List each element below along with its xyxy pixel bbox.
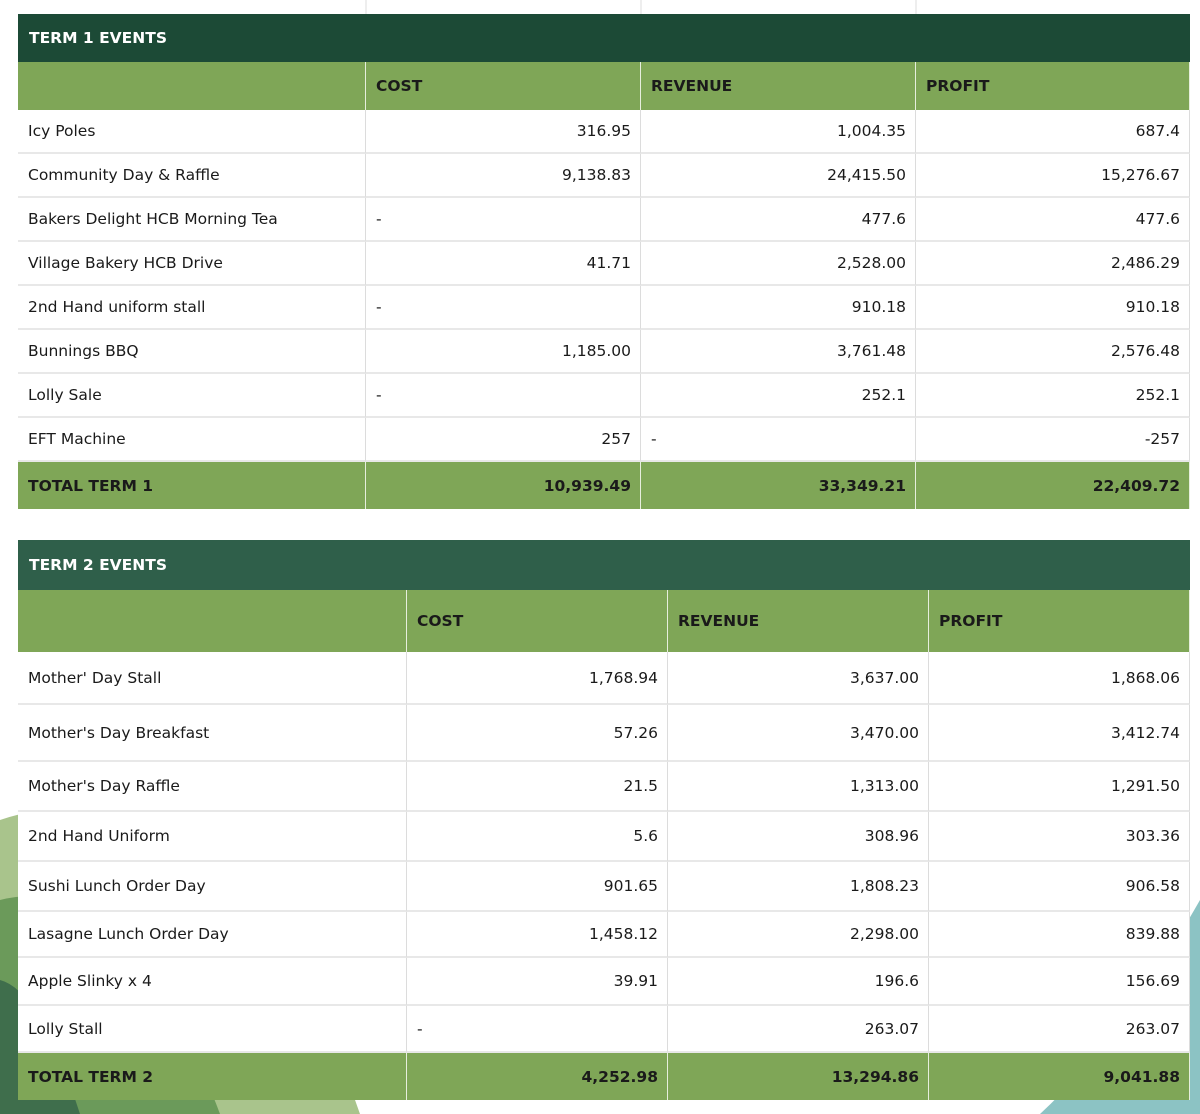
row-label: 2nd Hand uniform stall (18, 286, 366, 330)
total-cell: 22,409.72 (916, 462, 1190, 509)
value-cell: 839.88 (929, 912, 1190, 958)
row-label: Apple Slinky x 4 (18, 958, 407, 1006)
value-cell: 2,528.00 (641, 242, 916, 286)
row-label: Bakers Delight HCB Morning Tea (18, 198, 366, 242)
value-cell: 24,415.50 (641, 154, 916, 198)
value-cell: - (366, 286, 641, 330)
value-cell: 3,637.00 (668, 652, 929, 705)
value-cell: 252.1 (916, 374, 1190, 418)
row-label: Mother's Day Raffle (18, 762, 407, 812)
header-cell (18, 62, 366, 110)
value-cell: 9,138.83 (366, 154, 641, 198)
header-cell: REVENUE (641, 62, 916, 110)
value-cell: 1,004.35 (641, 110, 916, 154)
header-cell: COST (366, 62, 641, 110)
value-cell: 2,298.00 (668, 912, 929, 958)
value-cell: -257 (916, 418, 1190, 462)
value-cell: 1,808.23 (668, 862, 929, 912)
row-label: Sushi Lunch Order Day (18, 862, 407, 912)
value-cell: 263.07 (929, 1006, 1190, 1053)
header-cell: PROFIT (929, 590, 1190, 652)
value-cell: 15,276.67 (916, 154, 1190, 198)
header-cell: COST (407, 590, 668, 652)
term-2-table: TERM 2 EVENTS COST REVENUE PROFIT Mother' Da… (18, 540, 1190, 1100)
value-cell: 477.6 (641, 198, 916, 242)
header-cell: PROFIT (916, 62, 1190, 110)
value-cell: 2,486.29 (916, 242, 1190, 286)
value-cell: - (366, 374, 641, 418)
value-cell: 477.6 (916, 198, 1190, 242)
total-cell: 4,252.98 (407, 1053, 668, 1100)
value-cell: 303.36 (929, 812, 1190, 862)
value-cell: 1,313.00 (668, 762, 929, 812)
row-label: EFT Machine (18, 418, 366, 462)
row-label: Lolly Stall (18, 1006, 407, 1053)
value-cell: 3,412.74 (929, 705, 1190, 762)
header-cell: REVENUE (668, 590, 929, 652)
value-cell: 41.71 (366, 242, 641, 286)
value-cell: 1,291.50 (929, 762, 1190, 812)
total-cell: 10,939.49 (366, 462, 641, 509)
total-cell: 9,041.88 (929, 1053, 1190, 1100)
value-cell: 910.18 (641, 286, 916, 330)
value-cell: 252.1 (641, 374, 916, 418)
value-cell: 5.6 (407, 812, 668, 862)
header-cell (18, 590, 407, 652)
value-cell: 156.69 (929, 958, 1190, 1006)
value-cell: 308.96 (668, 812, 929, 862)
total-label: TOTAL TERM 1 (18, 462, 366, 509)
row-label: Bunnings BBQ (18, 330, 366, 374)
value-cell: 906.58 (929, 862, 1190, 912)
value-cell: - (641, 418, 916, 462)
row-label: 2nd Hand Uniform (18, 812, 407, 862)
value-cell: 39.91 (407, 958, 668, 1006)
value-cell: 257 (366, 418, 641, 462)
row-label: Community Day & Raffle (18, 154, 366, 198)
value-cell: 2,576.48 (916, 330, 1190, 374)
value-cell: 3,761.48 (641, 330, 916, 374)
value-cell: - (407, 1006, 668, 1053)
value-cell: 57.26 (407, 705, 668, 762)
value-cell: 21.5 (407, 762, 668, 812)
value-cell: 1,768.94 (407, 652, 668, 705)
value-cell: 3,470.00 (668, 705, 929, 762)
value-cell: 687.4 (916, 110, 1190, 154)
row-label: Mother's Day Breakfast (18, 705, 407, 762)
row-label: Lasagne Lunch Order Day (18, 912, 407, 958)
value-cell: 263.07 (668, 1006, 929, 1053)
total-label: TOTAL TERM 2 (18, 1053, 407, 1100)
value-cell: - (366, 198, 641, 242)
value-cell: 901.65 (407, 862, 668, 912)
table-title: TERM 1 EVENTS (18, 14, 1190, 62)
row-label: Mother' Day Stall (18, 652, 407, 705)
row-label: Lolly Sale (18, 374, 366, 418)
row-label: Icy Poles (18, 110, 366, 154)
total-cell: 13,294.86 (668, 1053, 929, 1100)
value-cell: 1,868.06 (929, 652, 1190, 705)
value-cell: 1,458.12 (407, 912, 668, 958)
total-cell: 33,349.21 (641, 462, 916, 509)
term-1-table: TERM 1 EVENTS COST REVENUE PROFIT Icy Poles 3… (18, 14, 1190, 509)
value-cell: 316.95 (366, 110, 641, 154)
value-cell: 1,185.00 (366, 330, 641, 374)
value-cell: 196.6 (668, 958, 929, 1006)
value-cell: 910.18 (916, 286, 1190, 330)
row-label: Village Bakery HCB Drive (18, 242, 366, 286)
table-title: TERM 2 EVENTS (18, 540, 1190, 590)
